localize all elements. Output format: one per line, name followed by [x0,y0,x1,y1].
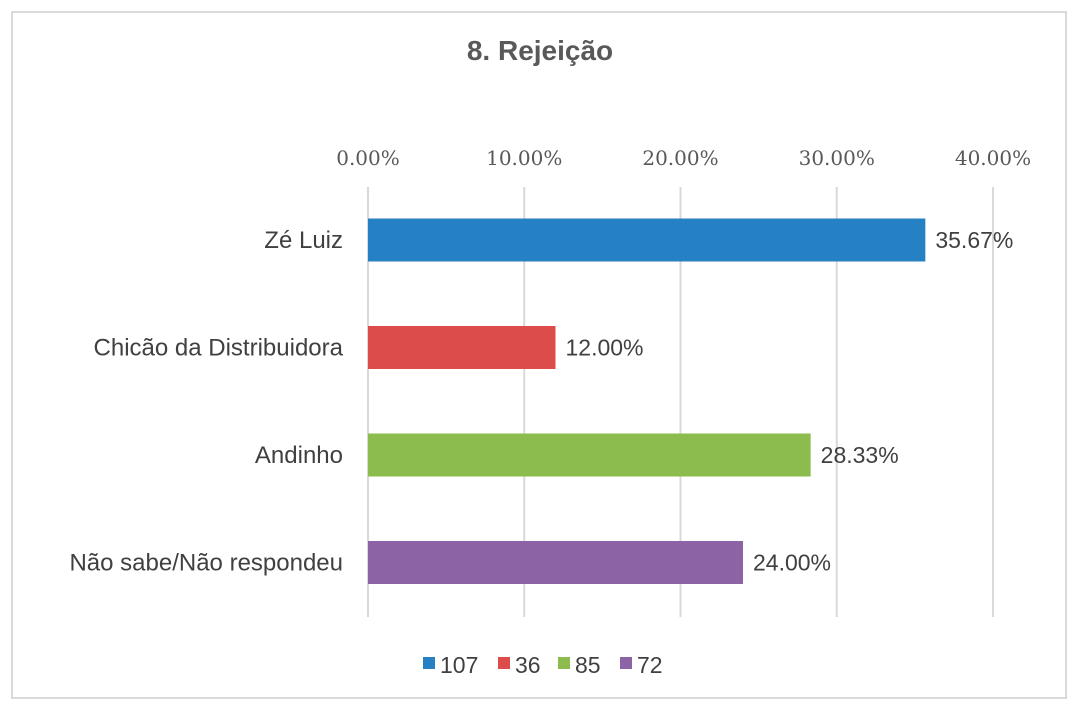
x-tick-label: 0.00% [336,146,400,170]
legend-entry: 107 [440,652,478,678]
x-tick-label: 20.00% [642,146,718,170]
data-label: 35.67% [935,227,1013,253]
legend-entry: 72 [637,652,663,678]
chart-title: 8. Rejeição [467,35,613,66]
data-label: 28.33% [821,442,899,468]
legend-swatch [620,657,632,669]
legend-swatch [558,657,570,669]
bar [368,326,556,369]
legend-entry: 85 [575,652,601,678]
legend-entry: 36 [515,652,541,678]
category-label: Zé Luiz [264,227,343,254]
data-label: 24.00% [753,550,831,576]
x-tick-label: 40.00% [955,146,1031,170]
bar [368,433,811,477]
category-label: Não sabe/Não respondeu [69,550,343,577]
chart-frame [11,11,1067,699]
category-label: Chicão da Distribuidora [94,335,344,362]
x-tick-label: 10.00% [486,146,562,170]
legend-swatch [498,657,510,669]
legend-swatch [423,657,435,669]
bar [368,218,926,262]
category-label: Andinho [255,442,343,469]
data-label: 12.00% [566,335,644,361]
bar [368,541,743,584]
x-tick-label: 30.00% [799,146,875,170]
